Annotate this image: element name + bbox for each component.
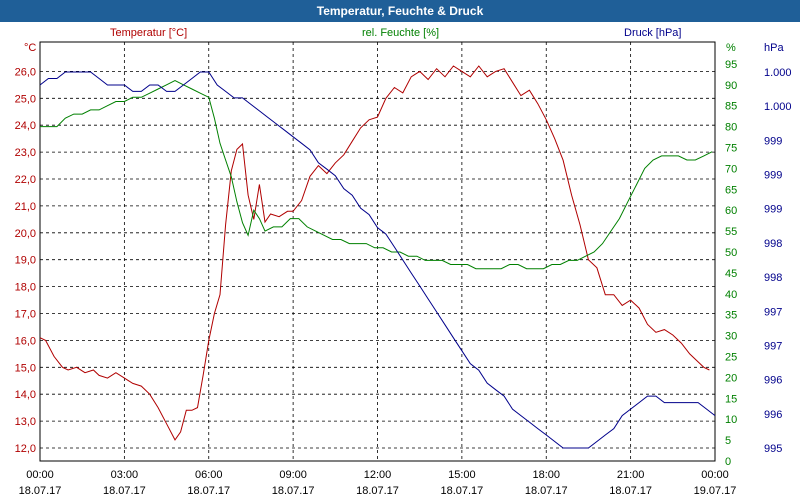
x-tick-date: 18.07.17 [440,485,483,497]
temperature-tick: 22,0 [15,174,36,186]
humidity-tick: 75 [725,143,737,155]
humidity-tick: 5 [725,435,731,447]
x-tick-time: 06:00 [195,469,223,481]
x-tick-date: 18.07.17 [187,485,230,497]
humidity-tick: 60 [725,205,737,217]
pressure-tick: 999 [764,204,782,216]
x-tick-time: 03:00 [111,469,139,481]
temperature-tick: 14,0 [15,389,36,401]
chart: 12,0 13,0 14,0 15,0 16,0 17,0 18,0 19,0 20,0 21,0… [15,27,792,497]
humidity-series [40,80,713,270]
humidity-tick: 35 [725,310,737,322]
humidity-tick: 80 [725,122,737,134]
temperature-tick: 16,0 [15,335,36,347]
temperature-tick: 13,0 [15,416,36,428]
humidity-line [40,80,713,270]
humidity-tick: 85 [725,101,737,113]
temperature-axis-label: Temperatur [°C] [110,27,187,39]
x-tick-time: 00:00 [26,469,54,481]
x-tick-date: 18.07.17 [525,485,568,497]
pressure-tick: 995 [764,443,782,455]
humidity-axis-label: rel. Feuchte [%] [362,27,439,39]
humidity-tick: 20 [725,372,737,384]
temperature-unit: °C [24,42,36,54]
humidity-tick: 50 [725,247,737,259]
humidity-tick: 45 [725,268,737,280]
pressure-series [39,71,716,449]
temperature-tick: 23,0 [15,147,36,159]
temperature-tick: 21,0 [15,201,36,213]
humidity-tick: 55 [725,226,737,238]
x-tick-time: 18:00 [532,469,560,481]
humidity-tick: 30 [725,331,737,343]
x-tick-date: 19.07.17 [694,485,737,497]
pressure-tick: 999 [764,170,782,182]
grid [40,42,715,461]
temperature-tick: 15,0 [15,362,36,374]
temperature-tick: 12,0 [15,443,36,455]
x-tick-time: 09:00 [279,469,307,481]
humidity-unit: % [726,42,736,54]
humidity-tick: 15 [725,393,737,405]
x-tick-time: 21:00 [617,469,645,481]
temperature-tick: 26,0 [15,66,36,78]
pressure-tick: 997 [764,340,782,352]
temperature-line [39,65,710,441]
pressure-tick: 998 [764,238,782,250]
humidity-tick: 70 [725,163,737,175]
pressure-line [39,71,716,449]
x-tick-date: 18.07.17 [103,485,146,497]
humidity-tick: 65 [725,184,737,196]
window-title: Temperatur, Feuchte & Druck [0,0,800,22]
axes: 12,0 13,0 14,0 15,0 16,0 17,0 18,0 19,0 20,0 21,0… [15,41,792,497]
pressure-tick: 1.000 [764,67,792,79]
pressure-axis-label: Druck [hPa] [624,27,681,39]
temperature-tick: 24,0 [15,120,36,132]
humidity-tick: 40 [725,289,737,301]
humidity-tick: 0 [725,456,731,468]
humidity-tick: 95 [725,59,737,71]
x-tick-date: 18.07.17 [356,485,399,497]
temperature-tick: 19,0 [15,255,36,267]
pressure-tick: 1.000 [764,101,792,113]
x-tick-date: 18.07.17 [19,485,62,497]
pressure-tick: 996 [764,409,782,421]
x-tick-time: 15:00 [448,469,476,481]
temperature-tick: 17,0 [15,309,36,321]
pressure-unit: hPa [764,42,784,54]
pressure-tick: 999 [764,135,782,147]
humidity-tick: 25 [725,352,737,364]
pressure-tick: 996 [764,375,782,387]
pressure-tick: 997 [764,306,782,318]
humidity-tick: 10 [725,414,737,426]
temperature-series [39,65,710,441]
pressure-tick: 998 [764,272,782,284]
temperature-tick: 20,0 [15,228,36,240]
temperature-tick: 25,0 [15,93,36,105]
temperature-tick: 18,0 [15,282,36,294]
x-tick-time: 00:00 [701,469,729,481]
x-tick-date: 18.07.17 [272,485,315,497]
x-tick-time: 12:00 [364,469,392,481]
plot-frame [39,41,716,462]
humidity-tick: 90 [725,80,737,92]
x-tick-date: 18.07.17 [609,485,652,497]
